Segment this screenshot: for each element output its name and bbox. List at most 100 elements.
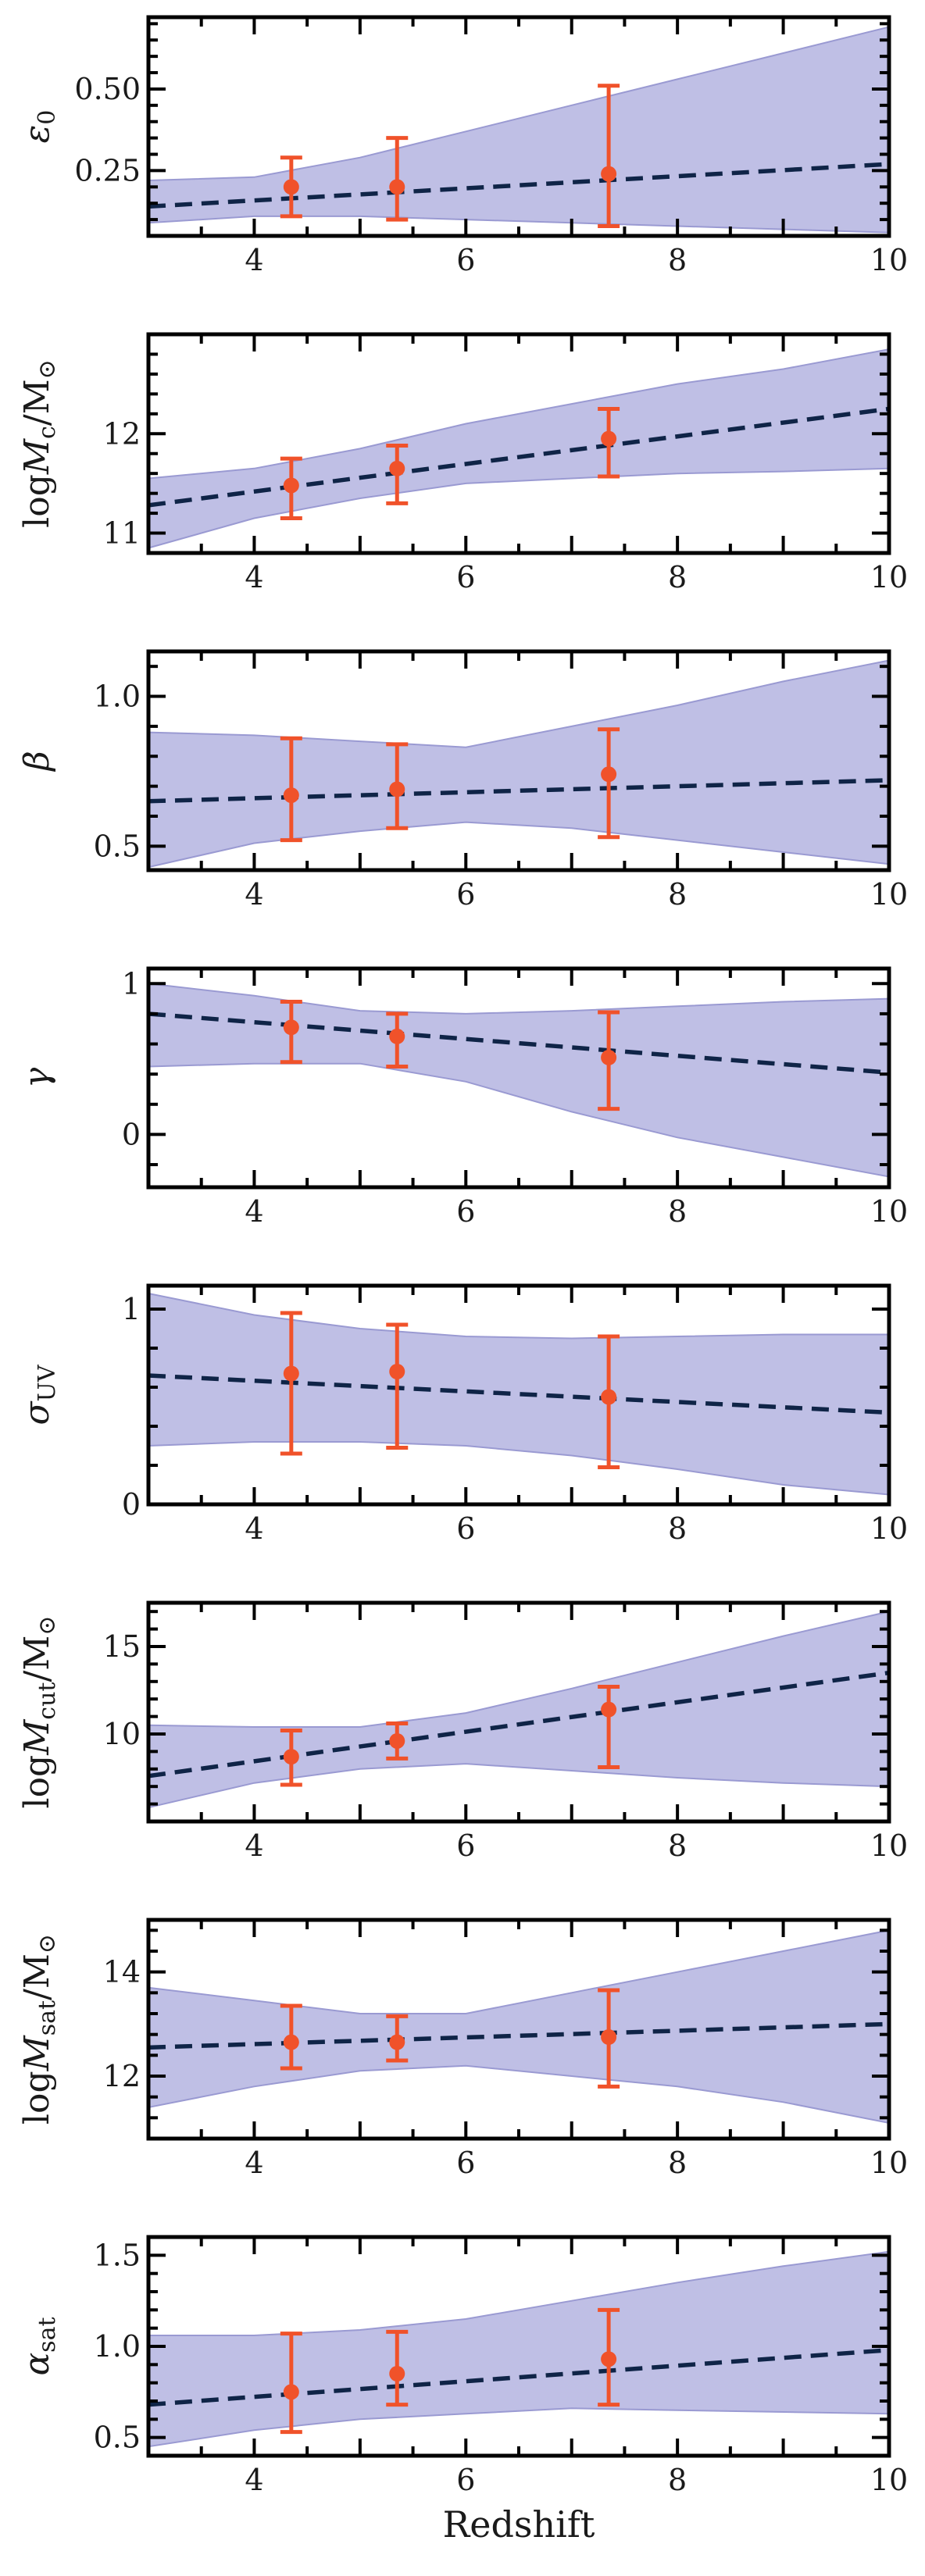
x-tick-label: 4 bbox=[245, 1511, 263, 1546]
y-axis-label-4: σUV bbox=[17, 1364, 61, 1425]
point-marker bbox=[389, 1364, 405, 1379]
x-tick-label: 6 bbox=[456, 1511, 475, 1546]
trend-line-6 bbox=[148, 2021, 889, 2050]
data-point-5-2 bbox=[598, 1685, 620, 1770]
data-point-4-0 bbox=[280, 1311, 302, 1456]
x-tick-label: 4 bbox=[245, 2463, 263, 2497]
data-point-6-0 bbox=[280, 2003, 302, 2071]
trend-line-1 bbox=[148, 406, 889, 508]
trend-line-5 bbox=[148, 1670, 889, 1779]
confidence-band-0 bbox=[148, 26, 889, 234]
y-tick-label: 1.0 bbox=[94, 680, 141, 714]
trend-line-4 bbox=[148, 1373, 889, 1415]
panel-1: 4 6 8 10 11 12 logMc/M⊙ bbox=[17, 332, 908, 594]
y-axis-label-7: αsat bbox=[17, 2317, 61, 2375]
y-tick-label: 0.5 bbox=[94, 829, 141, 863]
trend-line-0 bbox=[148, 162, 889, 209]
x-tick-label: 8 bbox=[668, 243, 687, 277]
point-marker bbox=[283, 2384, 299, 2400]
point-marker bbox=[283, 1749, 299, 1765]
data-point-3-1 bbox=[386, 1011, 409, 1069]
x-tick-label: 4 bbox=[245, 1194, 263, 1229]
data-point-5-0 bbox=[280, 1729, 302, 1787]
x-tick-label: 4 bbox=[245, 2146, 263, 2180]
y-axis-label-1: logMc/M⊙ bbox=[17, 359, 61, 528]
point-marker bbox=[389, 1732, 405, 1749]
trend-line-2 bbox=[148, 778, 889, 804]
x-tick-label: 6 bbox=[456, 2463, 475, 2497]
y-axis-label-3: γ bbox=[17, 1067, 57, 1088]
confidence-band-5 bbox=[148, 1611, 889, 1809]
point-marker bbox=[283, 2034, 299, 2050]
y-tick-label: 1 bbox=[122, 966, 141, 1001]
data-point-1-2 bbox=[598, 406, 620, 479]
x-axis-label: Redshift bbox=[443, 2503, 595, 2546]
point-marker bbox=[283, 1019, 299, 1036]
x-tick-label: 6 bbox=[456, 877, 475, 912]
x-tick-label: 10 bbox=[870, 560, 908, 594]
panel-5: 4 6 8 10 10 15 logMcut/M⊙ bbox=[17, 1600, 908, 1863]
x-tick-label: 10 bbox=[870, 1829, 908, 1863]
panel-0: 4 6 8 10 0.25 0.50 ε0 bbox=[17, 15, 908, 277]
y-tick-label: 11 bbox=[103, 516, 141, 551]
y-tick-label: 0 bbox=[122, 1487, 141, 1522]
data-point-4-1 bbox=[386, 1322, 409, 1450]
x-tick-label: 8 bbox=[668, 2463, 687, 2497]
plot-frame-0 bbox=[146, 15, 891, 238]
x-tick-label: 4 bbox=[245, 560, 263, 594]
point-marker bbox=[389, 2366, 405, 2382]
x-tick-label: 6 bbox=[456, 1829, 475, 1863]
plot-frame-4 bbox=[146, 1283, 891, 1507]
data-point-0-1 bbox=[386, 136, 409, 222]
confidence-band-7 bbox=[148, 2250, 889, 2448]
y-tick-label: 0 bbox=[122, 1117, 141, 1151]
point-marker bbox=[601, 2351, 617, 2367]
confidence-band-6 bbox=[148, 1929, 889, 2125]
point-marker bbox=[601, 766, 617, 783]
data-point-1-1 bbox=[386, 444, 409, 505]
x-tick-label: 4 bbox=[245, 243, 263, 277]
plot-frame-7 bbox=[146, 2235, 891, 2458]
y-tick-label: 1 bbox=[122, 1292, 141, 1326]
point-marker bbox=[601, 1389, 617, 1405]
y-tick-label: 1.0 bbox=[94, 2329, 141, 2364]
x-tick-label: 6 bbox=[456, 243, 475, 277]
panel-3: 4 6 8 10 0 1 γ bbox=[17, 966, 908, 1229]
confidence-band-1 bbox=[148, 348, 889, 549]
panel-7: 4 6 8 10 0.5 1.0 1.5 αsat Redshift bbox=[17, 2235, 908, 2546]
data-point-2-0 bbox=[280, 736, 302, 843]
x-tick-label: 8 bbox=[668, 1829, 687, 1863]
point-marker bbox=[601, 1049, 617, 1065]
x-tick-label: 8 bbox=[668, 2146, 687, 2180]
x-tick-label: 10 bbox=[870, 877, 908, 912]
point-marker bbox=[601, 430, 617, 447]
x-tick-label: 10 bbox=[870, 2463, 908, 2497]
x-tick-label: 4 bbox=[245, 877, 263, 912]
y-tick-label: 15 bbox=[103, 1629, 141, 1664]
x-tick-label: 4 bbox=[245, 1829, 263, 1863]
y-axis-label-2: β bbox=[17, 751, 57, 772]
data-point-2-2 bbox=[598, 727, 620, 840]
y-tick-label: 12 bbox=[103, 416, 141, 451]
point-marker bbox=[389, 2034, 405, 2050]
x-tick-label: 10 bbox=[870, 1511, 908, 1546]
data-point-7-1 bbox=[386, 2329, 409, 2407]
data-point-7-2 bbox=[598, 2307, 620, 2407]
y-axis-label-5: logMcut/M⊙ bbox=[17, 1615, 61, 1808]
point-marker bbox=[601, 2029, 617, 2045]
data-point-2-1 bbox=[386, 742, 409, 830]
y-axis-label-6: logMsat/M⊙ bbox=[17, 1934, 61, 2125]
x-tick-label: 6 bbox=[456, 1194, 475, 1229]
trend-line-7 bbox=[148, 2347, 889, 2407]
x-tick-label: 10 bbox=[870, 243, 908, 277]
x-tick-label: 10 bbox=[870, 1194, 908, 1229]
point-marker bbox=[283, 477, 299, 494]
x-tick-label: 6 bbox=[456, 560, 475, 594]
y-tick-label: 1.5 bbox=[94, 2238, 141, 2272]
data-point-0-2 bbox=[598, 84, 620, 228]
y-tick-label: 0.50 bbox=[74, 72, 141, 106]
plot-frame-5 bbox=[146, 1600, 891, 1824]
point-marker bbox=[389, 781, 405, 797]
point-marker bbox=[601, 1701, 617, 1718]
